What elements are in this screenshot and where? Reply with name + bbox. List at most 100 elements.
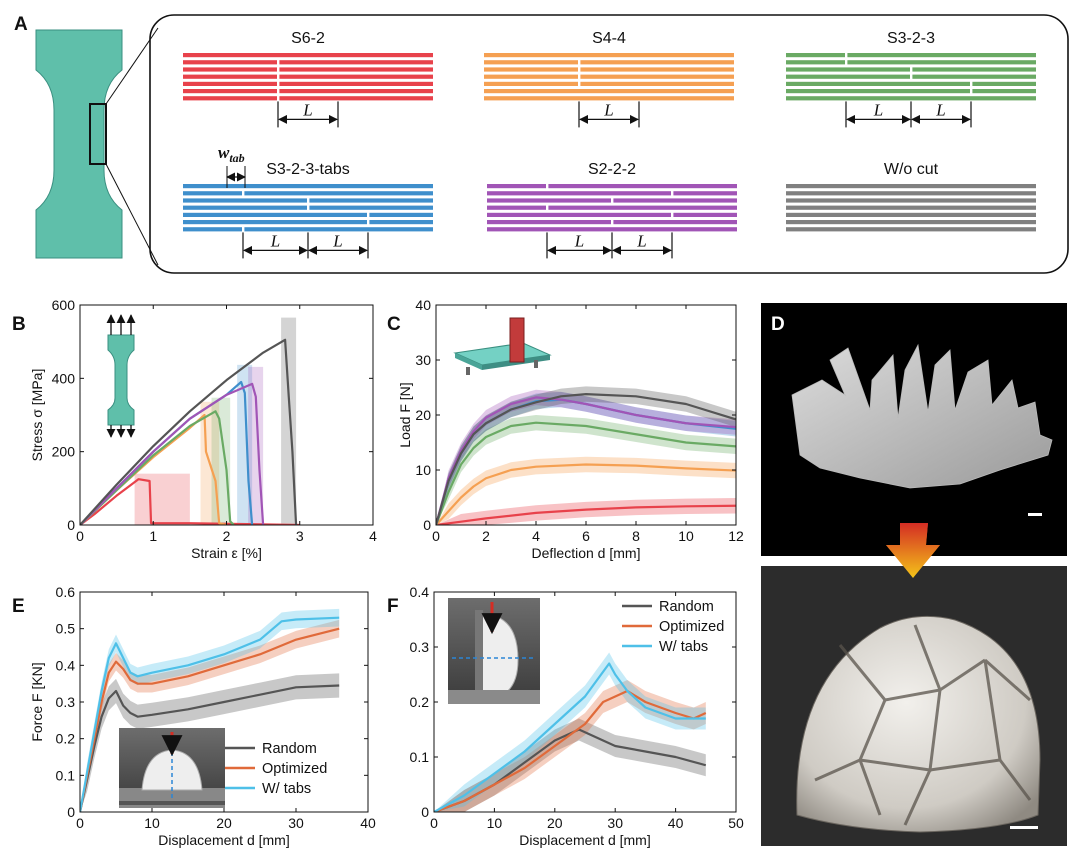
pattern-s6-2: S6-2 L — [183, 30, 433, 128]
series-line-s2-2-2 — [80, 382, 265, 525]
series-band-random — [434, 718, 706, 812]
strip — [786, 220, 1036, 225]
x-tick-label: 6 — [582, 528, 590, 544]
strip — [786, 89, 1036, 94]
x-tick-label: 40 — [360, 815, 376, 831]
cut — [910, 73, 913, 80]
legend-label: W/ tabs — [659, 639, 708, 655]
y-tick-label: 30 — [415, 352, 431, 368]
x-tick-label: 12 — [728, 528, 744, 544]
x-axis-title: Displacement d [mm] — [519, 832, 650, 848]
chart-b: 0 1 2 3 4 0 200 400 600 Strain ε [%] Stress σ [MPa… — [29, 297, 377, 561]
legend-label: Optimized — [262, 761, 327, 777]
chart-f: 0 10 20 30 40 50 0 0.1 0.2 0.3 0.4 Displacement d [… — [410, 584, 744, 848]
dim-label-l: L — [873, 100, 883, 119]
y-tick-label: 0.2 — [410, 694, 430, 710]
cut — [611, 197, 614, 204]
dim-label-l: L — [603, 100, 613, 119]
strip — [786, 81, 1036, 86]
strip — [183, 53, 433, 58]
x-tick-label: 3 — [296, 528, 304, 544]
panel-label-c: C — [387, 314, 401, 335]
y-tick-label: 0.3 — [56, 694, 76, 710]
panel-label-d: D — [771, 314, 785, 335]
strip — [183, 81, 433, 86]
x-tick-label: 40 — [668, 815, 684, 831]
strip — [183, 74, 433, 79]
series-band-w-tabs — [434, 652, 706, 812]
cut — [242, 190, 245, 197]
x-tick-label: 20 — [547, 815, 563, 831]
cut — [277, 59, 280, 66]
strip — [786, 205, 1036, 210]
y-tick-label: 40 — [415, 297, 431, 313]
y-tick-label: 0 — [423, 517, 431, 533]
dogbone-specimen — [35, 29, 123, 259]
y-tick-label: 0 — [67, 804, 75, 820]
series-band-random — [80, 673, 340, 812]
cut — [367, 219, 370, 226]
strip — [484, 67, 734, 72]
series-band-s3-2-3-tabs — [436, 391, 736, 525]
pattern-title: S4-4 — [592, 30, 626, 47]
dome-compression-inset-e — [119, 728, 225, 808]
w-tab-annotation: wtab — [218, 143, 246, 188]
scale-bar-bottom — [1010, 826, 1038, 829]
strip — [484, 74, 734, 79]
y-tick-label: 200 — [52, 444, 76, 460]
pattern-title: S3-2-3-tabs — [266, 161, 350, 178]
strip — [786, 184, 1036, 189]
strip — [183, 184, 433, 189]
kirigami-flat-sheet — [791, 343, 1053, 489]
x-axis-title: Displacement d [mm] — [158, 832, 289, 848]
legend-label: Random — [659, 599, 714, 615]
cut — [578, 59, 581, 66]
panel-label-f: F — [387, 596, 399, 617]
dim-label-l: L — [636, 231, 646, 250]
failure-band — [211, 397, 231, 525]
chart-e: 0 10 20 30 40 0 0.1 0.2 0.3 0.4 0.5 0.6 Displacement… — [29, 584, 376, 848]
cut — [546, 183, 549, 190]
x-tick-label: 10 — [144, 815, 160, 831]
panel-label-b: B — [12, 314, 26, 335]
series-line-w-tabs — [434, 662, 706, 812]
y-tick-label: 20 — [415, 407, 431, 423]
cut — [578, 73, 581, 80]
strip — [183, 191, 433, 196]
strip — [183, 227, 433, 232]
series-band-s6-2 — [436, 498, 736, 525]
series-line-s3-2-3 — [436, 421, 736, 525]
failure-band — [248, 366, 264, 525]
x-axis-title: Strain ε [%] — [191, 545, 262, 561]
scale-bar-top — [1028, 513, 1042, 516]
dim-label-l: L — [935, 100, 945, 119]
cut — [611, 219, 614, 226]
strip — [183, 60, 433, 65]
pattern-title: S6-2 — [291, 30, 325, 47]
panel-label-a: A — [14, 14, 28, 35]
cut — [845, 59, 848, 66]
bending-inset — [453, 317, 552, 375]
tensile-inset — [106, 314, 136, 438]
series-line-s6-2 — [80, 478, 300, 525]
cut — [277, 95, 280, 102]
y-axis-title: Force F [KN] — [29, 662, 45, 741]
cut — [242, 226, 245, 233]
y-tick-label: 0.4 — [56, 657, 76, 673]
dim-label-l: L — [332, 231, 342, 250]
failure-band — [134, 473, 190, 525]
dim-label-l: L — [270, 231, 280, 250]
x-tick-label: 4 — [369, 528, 377, 544]
strip — [786, 60, 1036, 65]
dim-label-l: L — [302, 100, 312, 119]
strip — [786, 191, 1036, 196]
strip — [786, 53, 1036, 58]
dim-label-l: L — [574, 231, 584, 250]
strip — [183, 212, 433, 217]
cut — [277, 73, 280, 80]
series-band-optimized — [80, 619, 340, 812]
cut — [307, 204, 310, 211]
axes-frame — [435, 304, 737, 526]
y-tick-label: 0 — [67, 517, 75, 533]
